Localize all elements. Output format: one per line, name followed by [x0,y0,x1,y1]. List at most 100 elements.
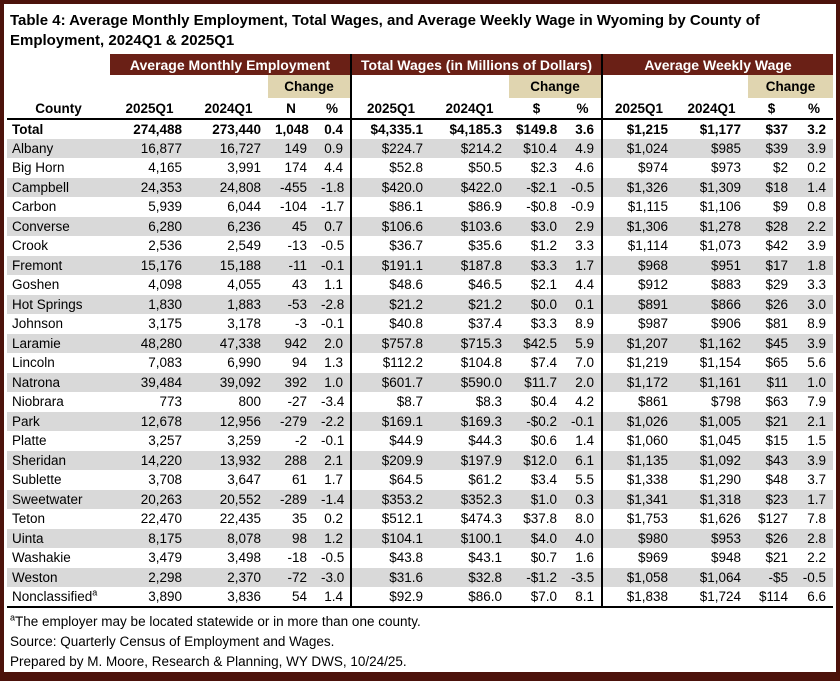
value-cell: $0.0 [509,294,564,314]
table-row: Lincoln 7,083 6,990 94 1.3 $112.2 $104.8 $7.4 7.… [7,353,833,373]
value-cell: -2.8 [314,294,351,314]
county-cell: Albany [7,138,110,158]
value-cell: $86.1 [350,197,430,217]
value-cell: $103.6 [430,216,509,236]
value-cell: $1,215 [601,119,676,139]
value-cell: 3,257 [148,433,182,449]
value-cell: 392 [268,372,314,392]
value-cell: 1,830 [110,294,189,314]
table-row: Niobrara 773 800 -27 -3.4 $8.7 $8.3 $0.4 4.2 $861… [7,392,833,412]
value-cell: 3,836 [189,587,268,608]
value-cell: 3,991 [227,160,261,176]
value-cell: -0.1 [314,255,351,275]
value-cell: -13 [287,238,307,254]
column-header-weekly-change-pct: % [795,98,834,120]
value-cell: $980 [601,528,676,548]
value-cell: 0.4 [324,121,343,137]
county-cell: Washakie [12,550,71,566]
value-cell: -0.5 [564,177,603,197]
table-row: Crook 2,536 2,549 -13 -0.5 $36.7 $35.6 $1.2 3.3 $… [7,236,833,256]
value-cell: 8,078 [189,528,268,548]
value-cell: $1,341 [601,489,676,509]
value-cell: $2.3 [530,160,557,176]
county-cell: Sublette [12,472,62,488]
value-cell: $10.4 [509,138,564,158]
value-cell: $1,172 [601,372,676,392]
value-cell: 2,370 [189,567,268,587]
value-cell: 6.1 [564,450,603,470]
header-spacer [350,75,509,98]
value-cell: 7,083 [148,355,182,371]
value-cell: $798 [710,394,742,410]
value-cell: $112.2 [350,353,430,373]
value-cell: 43 [291,277,307,293]
value-cell: 3.7 [807,472,827,488]
value-cell: 1.3 [324,355,343,371]
value-cell: $3.3 [509,255,564,275]
value-cell: -$0.8 [526,199,557,215]
value-cell: $974 [601,158,676,178]
value-cell: 8,175 [110,528,189,548]
value-cell: $21.2 [430,294,509,314]
section-header-weekly-wage: Average Weekly Wage [601,54,834,75]
value-cell: 6,280 [110,216,189,236]
value-cell: $12.0 [509,450,564,470]
value-cell: 3.3 [575,238,595,254]
column-header-weekly-2025q1: 2025Q1 [601,98,676,120]
value-cell: $866 [675,294,749,314]
table-row: Big Horn 4,165 3,991 174 4.4 $52.8 $50.5 $2.3 4.… [7,158,833,178]
value-cell: 94 [291,355,307,371]
value-cell: 45 [268,216,314,236]
column-header-wages-2025q1: 2025Q1 [350,98,430,120]
county-cell: Weston [7,567,110,587]
value-cell: 149 [268,138,314,158]
value-cell: $169.3 [430,411,509,431]
value-cell: 1.5 [807,433,827,449]
value-cell: $0.7 [530,550,557,566]
employment-wages-table: Average Monthly Employment Total Wages (… [7,54,834,608]
value-cell: 22,435 [219,511,261,527]
table-row: Laramie 48,280 47,338 942 2.0 $757.8 $715.3 $42… [7,333,834,353]
value-cell: $1,753 [601,509,676,529]
value-cell: 16,727 [189,138,268,158]
value-cell: 3,647 [227,472,261,488]
value-cell: $0.6 [530,433,557,449]
value-cell: 2.2 [795,216,834,236]
value-cell: $512.1 [350,509,430,529]
value-cell: -18 [287,550,307,566]
value-cell: $1,306 [601,216,676,236]
value-cell: $39 [748,138,796,158]
value-cell: $474.3 [460,511,502,527]
value-cell: 2,536 [148,238,182,254]
value-cell: 5.9 [564,333,603,353]
value-cell: 3.0 [795,294,834,314]
column-header-row: County 2025Q1 2024Q1 N % 2025Q1 2024Q1 $… [7,98,834,120]
table-row: Johnson 3,175 3,178 -3 -0.1 $40.8 $37.4 $3.3 8.9… [7,314,833,334]
value-cell: $1,073 [699,238,742,254]
value-cell: $951 [675,255,749,275]
value-cell: 4.4 [575,277,595,293]
value-cell: $45 [748,333,796,353]
value-cell: $92.9 [350,587,430,608]
value-cell: 942 [268,333,314,353]
value-cell: $422.0 [430,177,509,197]
value-cell: $63 [765,394,789,410]
value-cell: $891 [601,294,676,314]
table-row: Converse 6,280 6,236 45 0.7 $106.6 $103.6 $3.0 2… [7,216,834,236]
value-cell: 3.2 [807,121,827,137]
value-cell: $906 [710,316,742,332]
value-cell: 47,338 [189,333,268,353]
table-row: Park 12,678 12,956 -279 -2.2 $169.1 $169.3 -$0.… [7,411,834,431]
value-cell: -1.4 [314,489,351,509]
header-spacer [601,75,749,98]
value-cell: $31.6 [350,567,430,587]
value-cell: 7.9 [807,394,827,410]
value-cell: 2.0 [314,333,351,353]
value-cell: 0.3 [564,489,603,509]
value-cell: 15,176 [110,255,189,275]
value-cell: $1,114 [601,236,676,256]
footnote-superscript: a [10,612,16,622]
value-cell: 14,220 [110,450,189,470]
header-spacer [7,54,110,75]
value-cell: -$0.2 [509,411,564,431]
